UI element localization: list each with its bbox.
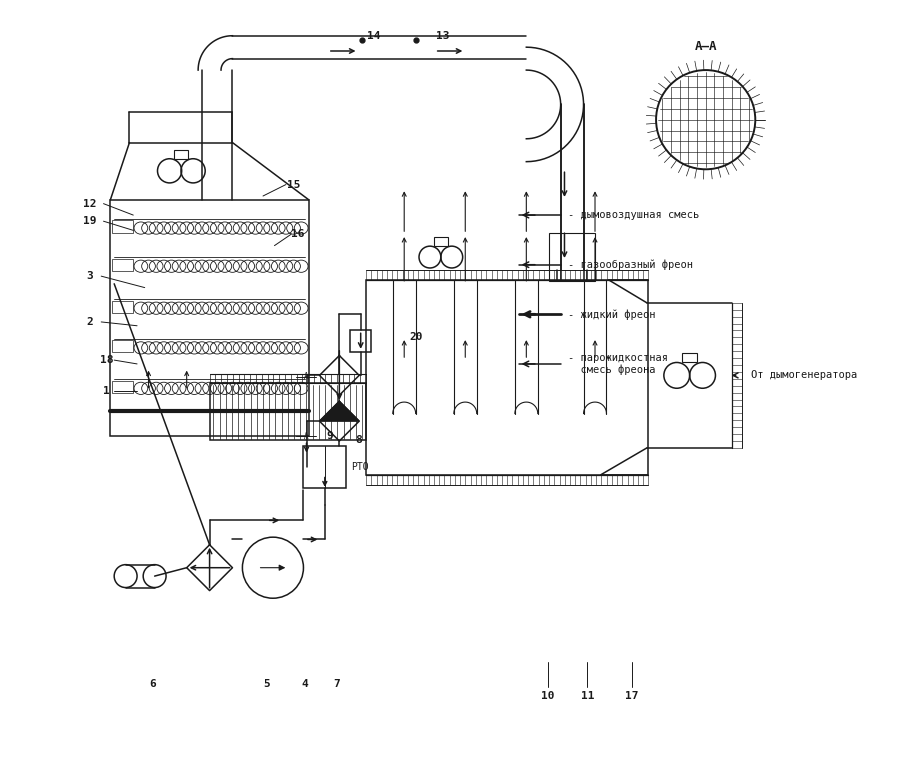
Text: 15: 15	[287, 179, 301, 189]
Text: 20: 20	[409, 332, 422, 342]
Bar	[112, 340, 133, 352]
Bar	[112, 381, 133, 393]
Text: 17: 17	[625, 691, 638, 701]
Text: 9: 9	[326, 431, 333, 441]
Bar	[366, 280, 648, 475]
Bar	[434, 237, 447, 246]
Text: 4: 4	[302, 679, 309, 689]
Bar	[210, 383, 366, 440]
Text: 2: 2	[86, 317, 93, 327]
Text: 3: 3	[86, 271, 93, 281]
Bar	[175, 149, 188, 159]
Bar	[112, 221, 133, 233]
Bar	[112, 259, 133, 271]
Text: - жидкий фреон: - жидкий фреон	[568, 309, 656, 319]
Bar	[549, 233, 595, 281]
Bar	[112, 300, 133, 313]
Text: А: А	[304, 372, 309, 381]
Text: 14: 14	[367, 31, 381, 41]
Text: От дымогенератора: От дымогенератора	[752, 371, 858, 381]
Text: А: А	[304, 432, 309, 441]
Text: 5: 5	[264, 679, 270, 689]
Text: - дымовоздушная смесь: - дымовоздушная смесь	[568, 210, 699, 220]
Text: 16: 16	[291, 229, 304, 239]
Polygon shape	[320, 401, 359, 421]
Text: 18: 18	[100, 355, 113, 365]
Text: А–А: А–А	[695, 41, 717, 54]
Text: 11: 11	[580, 691, 594, 701]
Text: 10: 10	[541, 691, 554, 701]
Bar	[350, 330, 372, 352]
Text: - газообразный фреон: - газообразный фреон	[568, 260, 693, 270]
Text: 6: 6	[149, 679, 156, 689]
Text: 8: 8	[355, 435, 362, 445]
Bar	[682, 352, 698, 362]
Text: РТО: РТО	[352, 462, 369, 472]
Text: 1: 1	[104, 385, 110, 395]
Text: 13: 13	[436, 31, 449, 41]
Bar	[303, 446, 346, 488]
Text: - парожидкостная
  смесь фреона: - парожидкостная смесь фреона	[568, 353, 669, 375]
Bar	[111, 200, 309, 437]
Text: 7: 7	[334, 679, 340, 689]
Text: 19: 19	[83, 216, 96, 226]
Text: 12: 12	[83, 198, 96, 208]
